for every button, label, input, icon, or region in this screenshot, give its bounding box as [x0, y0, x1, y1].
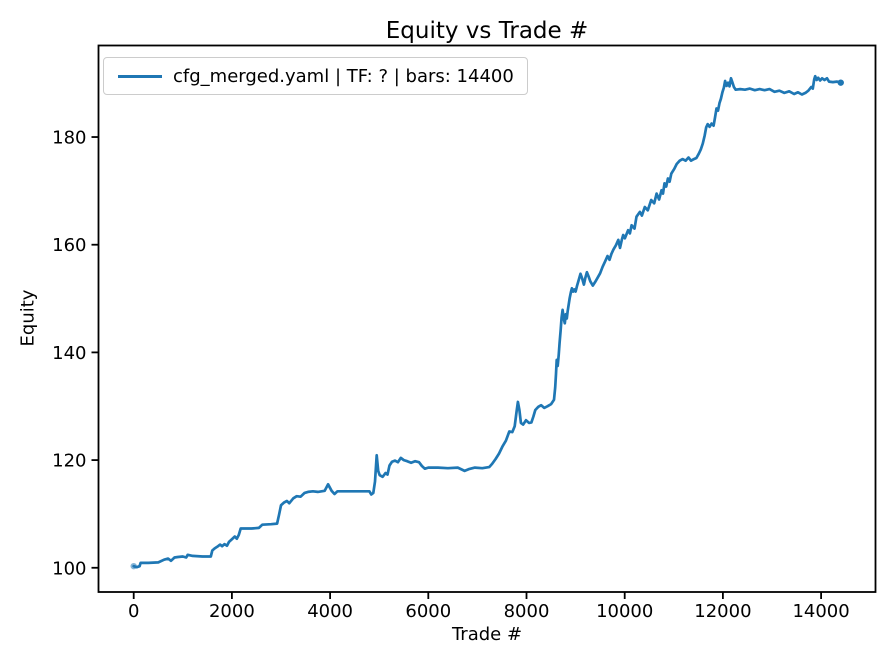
x-tick-label: 8000: [504, 601, 550, 622]
y-axis-label: Equity: [17, 289, 39, 347]
y-tick-label: 120: [52, 451, 86, 472]
x-tick-label: 4000: [307, 601, 353, 622]
x-axis-label: Trade #: [451, 624, 523, 645]
y-tick-label: 140: [52, 343, 86, 364]
legend: cfg_merged.yaml | TF: ? | bars: 14400: [103, 57, 528, 95]
x-tick-label: 14000: [792, 601, 849, 622]
curve-end-dot: [837, 79, 844, 86]
x-tick-label: 10000: [596, 601, 653, 622]
curve-start-dot: [130, 562, 137, 570]
y-tick-label: 180: [52, 128, 86, 149]
x-tick-label: 0: [128, 601, 139, 622]
chart-title: Equity vs Trade #: [385, 18, 589, 44]
legend-line-sample: [118, 74, 162, 78]
x-tick-label: 12000: [694, 601, 751, 622]
y-tick-label: 100: [52, 558, 86, 579]
equity-curve: [132, 74, 843, 569]
x-tick-label: 2000: [209, 601, 255, 622]
axes-spines: [97, 44, 877, 593]
legend-label: cfg_merged.yaml | TF: ? | bars: 14400: [173, 65, 514, 87]
x-tick-label: 6000: [405, 601, 451, 622]
y-tick-label: 160: [52, 235, 86, 256]
